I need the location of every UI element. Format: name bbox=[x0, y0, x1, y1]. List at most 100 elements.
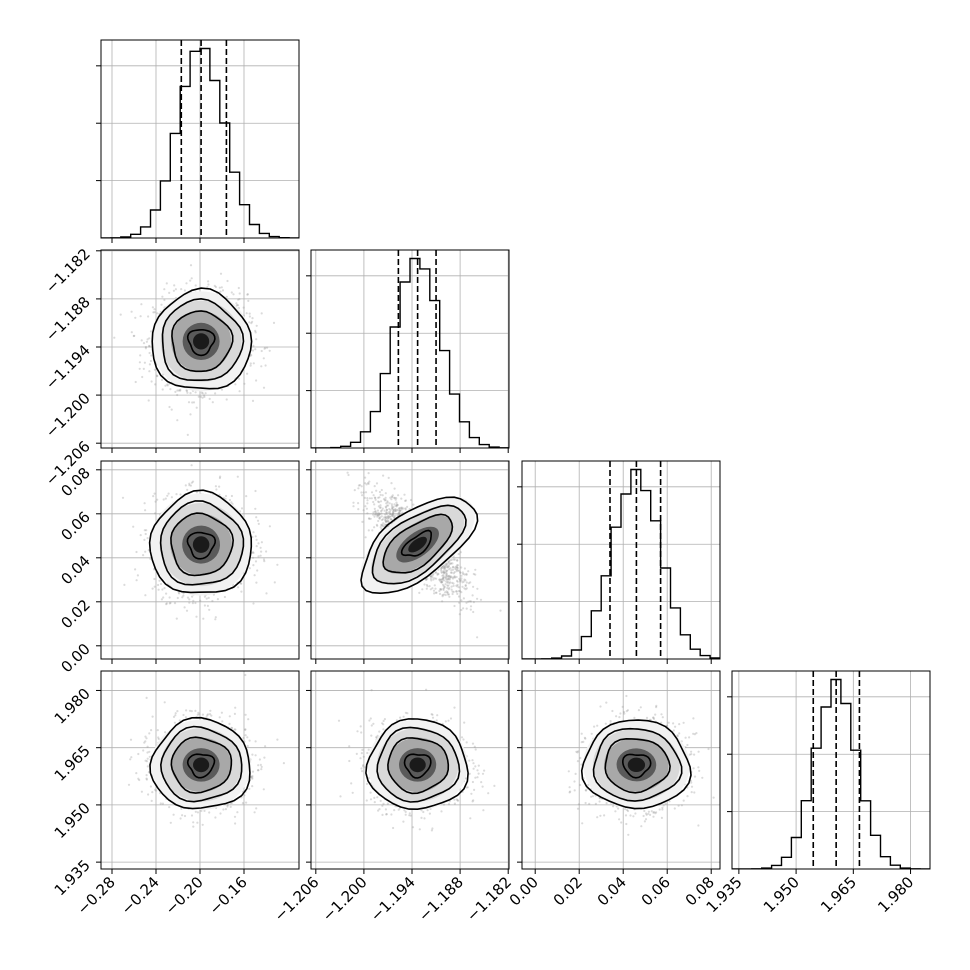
scatter-point bbox=[141, 375, 144, 379]
scatter-point bbox=[185, 389, 189, 393]
scatter-point bbox=[383, 509, 386, 512]
scatter-point bbox=[444, 566, 447, 569]
scatter-point bbox=[168, 602, 171, 605]
scatter-point bbox=[154, 383, 157, 386]
scatter-point bbox=[206, 604, 209, 608]
scatter-point bbox=[453, 571, 456, 574]
scatter-point bbox=[121, 496, 125, 499]
contour-line bbox=[371, 504, 467, 585]
scatter-point bbox=[393, 516, 396, 519]
scatter-point bbox=[143, 502, 146, 505]
scatter-point bbox=[394, 504, 397, 507]
scatter-point bbox=[214, 392, 217, 395]
scatter-point bbox=[449, 562, 452, 565]
scatter-point bbox=[462, 580, 465, 583]
scatter-point bbox=[246, 293, 249, 296]
contour-line bbox=[170, 512, 235, 577]
panel-frame bbox=[310, 249, 510, 449]
scatter-point bbox=[257, 522, 260, 526]
density-band bbox=[408, 536, 427, 553]
scatter-point bbox=[147, 399, 150, 402]
scatter-point bbox=[225, 398, 228, 401]
scatter-point bbox=[438, 589, 441, 593]
scatter-point bbox=[450, 558, 453, 562]
scatter-point bbox=[374, 510, 377, 513]
scatter-point bbox=[447, 584, 450, 587]
scatter-point bbox=[394, 498, 397, 501]
scatter-point bbox=[156, 374, 159, 377]
scatter-point bbox=[160, 378, 164, 381]
scatter-point bbox=[251, 349, 255, 352]
scatter-point bbox=[452, 572, 455, 575]
scatter-point bbox=[218, 286, 221, 289]
scatter-point bbox=[441, 600, 444, 603]
scatter-point bbox=[393, 516, 396, 519]
scatter-point bbox=[238, 292, 241, 295]
scatter-point bbox=[255, 379, 258, 382]
scatter-point bbox=[446, 566, 449, 569]
scatter-point bbox=[439, 588, 442, 591]
scatter-point bbox=[444, 564, 448, 567]
scatter-point bbox=[465, 587, 468, 590]
scatter-point bbox=[441, 593, 444, 597]
scatter-point bbox=[374, 496, 377, 500]
scatter-point bbox=[445, 575, 448, 578]
scatter-point bbox=[148, 351, 151, 355]
scatter-point bbox=[383, 516, 386, 519]
scatter-point bbox=[237, 377, 241, 380]
scatter-point bbox=[404, 499, 408, 502]
scatter-point bbox=[464, 584, 467, 588]
scatter-point bbox=[429, 575, 432, 578]
scatter-point bbox=[367, 482, 370, 485]
scatter-point bbox=[375, 523, 378, 526]
scatter-point bbox=[457, 552, 460, 556]
scatter-point bbox=[257, 555, 260, 558]
scatter-point bbox=[447, 561, 450, 564]
scatter-point bbox=[384, 516, 387, 519]
scatter-point bbox=[443, 572, 446, 575]
scatter-point bbox=[409, 498, 413, 502]
scatter-point bbox=[455, 568, 458, 571]
scatter-point bbox=[220, 388, 224, 391]
contour-line bbox=[159, 500, 245, 586]
panel-2-2 bbox=[517, 460, 721, 664]
scatter-point bbox=[442, 585, 445, 588]
scatter-point bbox=[360, 485, 363, 488]
scatter-point bbox=[192, 401, 196, 404]
scatter-point bbox=[389, 513, 392, 516]
density-band bbox=[192, 536, 210, 553]
scatter-point bbox=[440, 569, 443, 572]
scatter-point bbox=[403, 493, 406, 496]
scatter-point bbox=[445, 590, 448, 593]
scatter-point bbox=[168, 291, 171, 294]
scatter-point bbox=[398, 507, 401, 510]
scatter-point bbox=[378, 516, 381, 520]
scatter-point bbox=[379, 516, 382, 519]
scatter-point bbox=[381, 524, 384, 527]
scatter-point bbox=[392, 508, 395, 512]
scatter-point bbox=[391, 496, 394, 499]
scatter-point bbox=[375, 489, 378, 492]
scatter-point bbox=[396, 503, 399, 507]
scatter-point bbox=[150, 380, 153, 383]
scatter-point bbox=[133, 334, 136, 337]
scatter-point bbox=[431, 573, 434, 577]
scatter-point bbox=[440, 570, 443, 573]
scatter-point bbox=[412, 503, 415, 506]
scatter-point bbox=[386, 501, 389, 504]
scatter-point bbox=[255, 538, 258, 541]
scatter-point bbox=[469, 581, 472, 584]
scatter-point bbox=[448, 595, 451, 598]
scatter-point bbox=[179, 493, 182, 496]
scatter-point bbox=[357, 502, 360, 505]
scatter-point bbox=[188, 598, 191, 601]
scatter-point bbox=[388, 507, 391, 511]
scatter-point bbox=[451, 577, 455, 580]
scatter-point bbox=[449, 562, 453, 565]
scatter-point bbox=[453, 575, 456, 578]
scatter-point bbox=[378, 513, 381, 516]
scatter-point bbox=[366, 499, 369, 502]
scatter-point bbox=[357, 484, 360, 487]
scatter-point bbox=[441, 577, 445, 580]
scatter-point bbox=[449, 567, 452, 570]
